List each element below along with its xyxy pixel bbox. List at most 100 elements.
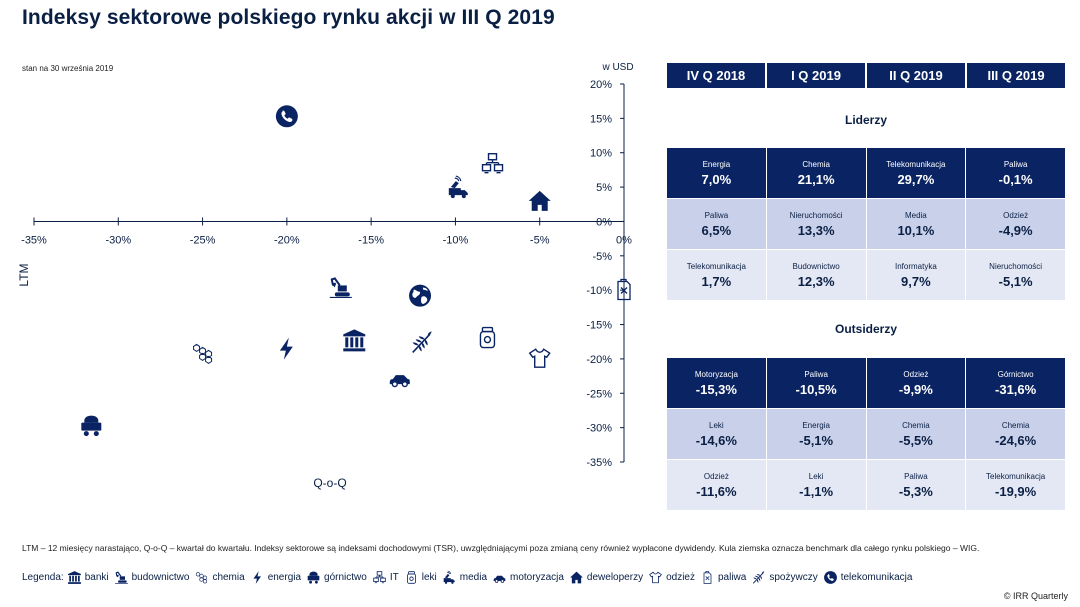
bank-icon <box>343 329 366 352</box>
legend-label: spożywczy <box>769 572 818 583</box>
table-cell: Chemia -24,6% <box>966 409 1065 459</box>
sector-return: -5,1% <box>998 273 1033 289</box>
sector-return: 13,3% <box>797 222 835 238</box>
sector-return: 7,0% <box>701 171 732 187</box>
sector-name: Motoryzacja <box>694 369 738 379</box>
sector-return: -10,5% <box>795 381 837 397</box>
table-cell: Paliwa -0,1% <box>966 148 1065 198</box>
house-icon <box>528 190 551 211</box>
mining-icon <box>307 571 320 584</box>
legend-item: telekomunikacja <box>823 570 913 585</box>
legend-item: IT <box>372 570 399 585</box>
table-header-cell: III Q 2019 <box>967 63 1065 88</box>
table-row: Telekomunikacja 1,7% Budownictwo 12,3% Infor… <box>667 250 1065 300</box>
table-cell: Nieruchomości 13,3% <box>766 199 866 249</box>
sector-return: -15,3% <box>695 381 737 397</box>
legend-item: paliwa <box>700 570 746 585</box>
legend-item: spożywczy <box>751 570 818 585</box>
x-tick-label: -30% <box>105 234 131 246</box>
table-cell: Chemia 21,1% <box>766 148 866 198</box>
legend-label: banki <box>84 572 109 583</box>
bolt-icon <box>279 337 293 360</box>
table-cell: Informatyka 9,7% <box>866 250 966 300</box>
sector-name: Odzież <box>1003 210 1029 220</box>
sector-name: Paliwa <box>1003 159 1028 169</box>
table-row: Energia 7,0% Chemia 21,1% Telekomunikacja 29,… <box>667 148 1065 198</box>
table-cell: Odzież -4,9% <box>966 199 1065 249</box>
scatter-point <box>409 284 432 307</box>
table-cell: Telekomunikacja 1,7% <box>667 250 766 300</box>
scatter-point <box>343 329 366 352</box>
table-cell: Telekomunikacja 29,7% <box>866 148 966 198</box>
legend-label: telekomunikacja <box>840 572 913 583</box>
legend-item: motoryzacja <box>492 570 564 585</box>
sector-return: -31,6% <box>995 381 1037 397</box>
sector-return: 21,1% <box>797 171 835 187</box>
sector-return: -9,9% <box>898 381 933 397</box>
leaders-table: Energia 7,0% Chemia 21,1% Telekomunikacja 29,… <box>667 148 1065 300</box>
x-tick-label: -35% <box>21 234 47 246</box>
table-cell: Leki -14,6% <box>667 409 766 459</box>
legend-item: deweloperzy <box>569 570 643 585</box>
phone-icon <box>275 105 298 128</box>
x-axis-label: Q-o-Q <box>313 476 346 490</box>
y-tick-label: 5% <box>596 182 612 194</box>
sector-return: -5,3% <box>898 483 933 499</box>
bank-icon <box>67 571 81 584</box>
sector-name: Budownictwo <box>792 261 840 271</box>
sector-name: Odzież <box>703 471 729 481</box>
table-cell: Budownictwo 12,3% <box>766 250 866 300</box>
scatter-point <box>412 331 432 353</box>
scatter-point <box>528 348 551 368</box>
pills-icon <box>479 326 496 349</box>
x-tick-label: 0% <box>616 234 632 246</box>
sector-name: Odzież <box>903 369 929 379</box>
sector-return: 6,5% <box>701 222 732 238</box>
table-cell: Górnictwo -31,6% <box>966 358 1065 408</box>
table-cell: Odzież -9,9% <box>866 358 966 408</box>
fuel-icon <box>703 571 712 584</box>
table-cell: Paliwa -5,3% <box>866 460 966 510</box>
table-header-cell: IV Q 2018 <box>667 63 765 88</box>
y-tick-label: -20% <box>586 354 612 366</box>
sector-name: Paliwa <box>804 369 828 379</box>
table-cell: Nieruchomości -5,1% <box>966 250 1065 300</box>
sector-name: Chemia <box>902 420 930 430</box>
sector-return: -24,6% <box>995 432 1037 448</box>
sector-name: Energia <box>702 159 731 169</box>
page-title: Indeksy sektorowe polskiego rynku akcji … <box>22 6 555 29</box>
footnote: LTM – 12 miesięcy narastająco, Q-o-Q – k… <box>22 543 980 553</box>
table-cell: Energia -5,1% <box>766 409 866 459</box>
table-row: Motoryzacja -15,3% Paliwa -10,5% Odzież -9,9%… <box>667 358 1065 408</box>
legend-label: odzież <box>666 572 695 583</box>
table-cell: Leki -1,1% <box>766 460 866 510</box>
shirt-icon <box>649 571 662 584</box>
legend: Legenda: banki budownictwo chemia energia gór… <box>22 570 917 585</box>
x-tick-label: -20% <box>274 234 300 246</box>
media-icon <box>448 175 468 199</box>
sector-return: -14,6% <box>695 432 737 448</box>
scatter-point <box>617 278 631 301</box>
shirt-icon <box>528 348 551 368</box>
sector-name: Paliwa <box>704 210 729 220</box>
sector-return: 9,7% <box>901 273 931 289</box>
sector-name: Chemia <box>802 159 830 169</box>
sector-name: Energia <box>802 420 830 430</box>
x-tick-label: -15% <box>358 234 384 246</box>
sector-name: Leki <box>709 420 724 430</box>
table-cell: Motoryzacja -15,3% <box>667 358 766 408</box>
y-tick-label: -15% <box>586 320 612 332</box>
table-cell: Paliwa 6,5% <box>667 199 766 249</box>
legend-item: energia <box>250 570 301 585</box>
sector-return: -1,1% <box>799 483 834 499</box>
x-tick-label: -5% <box>530 234 550 246</box>
legend-label: leki <box>421 572 437 583</box>
excavator-icon <box>114 571 128 584</box>
car-icon <box>493 575 506 583</box>
media-icon <box>443 570 455 584</box>
it-icon <box>481 153 504 174</box>
table-header-row: IV Q 2018 I Q 2019 II Q 2019 III Q 2019 <box>667 63 1065 88</box>
leaders-title: Liderzy <box>844 113 887 127</box>
y-tick-label: 20% <box>590 79 612 91</box>
scatter-point <box>479 326 496 349</box>
